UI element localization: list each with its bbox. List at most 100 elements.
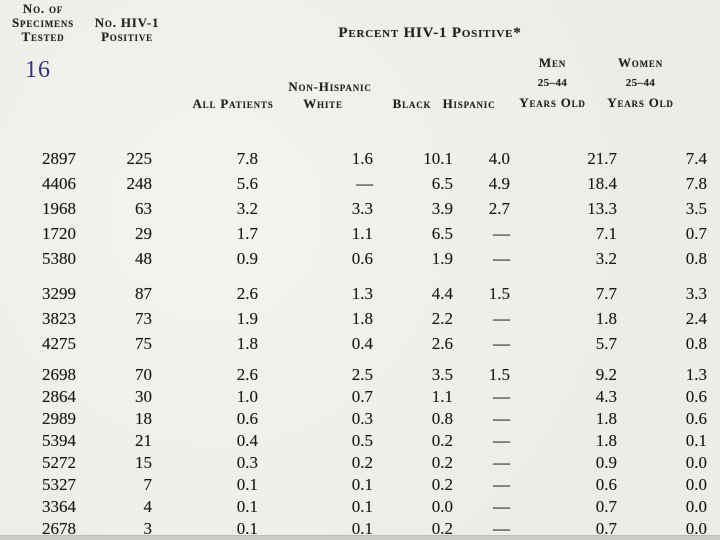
table-cell: 0.4 xyxy=(351,333,373,353)
table-cell: 18 xyxy=(135,409,152,428)
table-cell: 4275 xyxy=(42,333,76,353)
table-cell: 0.0 xyxy=(685,497,707,516)
table-cell: 1.3 xyxy=(685,365,707,384)
header-white: White xyxy=(303,96,343,111)
table-cell: 1.9 xyxy=(236,308,258,328)
table-row: 1720 29 1.7 1.1 6.5 — 7.1 0.7 xyxy=(0,221,707,246)
table-row: 2897 225 7.8 1.6 10.1 4.0 21.7 7.4 xyxy=(0,146,707,171)
table-cell: 5327 xyxy=(42,475,76,494)
table-cell: 1.5 xyxy=(488,365,510,384)
table-cell: 3.5 xyxy=(685,198,707,218)
table-row: 5380 48 0.9 0.6 1.9 — 3.2 0.8 xyxy=(0,246,707,271)
table-cell: 2.6 xyxy=(236,283,258,303)
table-cell: 1.8 xyxy=(236,333,258,353)
table-cell: 7.1 xyxy=(595,223,617,243)
table-cell: 63 xyxy=(135,198,152,218)
table-cell: 0.9 xyxy=(595,453,617,472)
data-table-group-1: 2897 225 7.8 1.6 10.1 4.0 21.7 7.4 4406 248 5.6 — 6.… xyxy=(0,146,707,271)
table-cell: — xyxy=(493,431,510,450)
table-cell: 6.5 xyxy=(431,173,453,193)
table-cell: 0.2 xyxy=(431,453,453,472)
table-cell: 0.7 xyxy=(595,497,617,516)
header-line: Positive xyxy=(101,29,153,44)
table-row: 2678 3 0.1 0.1 0.2 — 0.7 0.0 xyxy=(0,518,707,540)
table-cell: 18.4 xyxy=(587,173,617,193)
header-hispanic: Hispanic xyxy=(442,96,496,111)
table-cell: 1.5 xyxy=(488,283,510,303)
table-cell: 1.7 xyxy=(236,223,258,243)
table-cell: 7.8 xyxy=(685,173,707,193)
table-cell: 3823 xyxy=(42,308,76,328)
table-cell: 1968 xyxy=(42,198,76,218)
table-cell: 29 xyxy=(135,223,152,243)
table-cell: — xyxy=(493,453,510,472)
table-cell: 1720 xyxy=(42,223,76,243)
table-cell: 2.6 xyxy=(236,365,258,384)
table-cell: 0.0 xyxy=(685,519,707,538)
slide-number: 16 xyxy=(25,57,51,83)
table-row: 2864 30 1.0 0.7 1.1 — 4.3 0.6 xyxy=(0,386,707,408)
table-cell: 2.6 xyxy=(431,333,453,353)
table-cell: 3.2 xyxy=(595,248,617,268)
table-cell: 0.8 xyxy=(431,409,453,428)
table-cell: 0.0 xyxy=(685,453,707,472)
header-men-years-old: Years Old xyxy=(519,95,586,110)
table-cell: — xyxy=(493,519,510,538)
table-cell: 3364 xyxy=(42,497,76,516)
table-cell: 3.2 xyxy=(236,198,258,218)
table-cell: — xyxy=(493,409,510,428)
header-women: Women xyxy=(618,55,663,70)
table-cell: 2.7 xyxy=(488,198,510,218)
header-black: Black xyxy=(392,96,432,111)
table-cell: 2.2 xyxy=(431,308,453,328)
table-row: 1968 63 3.2 3.3 3.9 2.7 13.3 3.5 xyxy=(0,196,707,221)
table-cell: — xyxy=(493,308,510,328)
table-cell: 4.3 xyxy=(595,387,617,406)
table-cell: — xyxy=(493,223,510,243)
table-cell: 248 xyxy=(126,173,153,193)
table-cell: 9.2 xyxy=(595,365,617,384)
table-cell: 0.4 xyxy=(236,431,258,450)
table-cell: 5394 xyxy=(42,431,76,450)
header-non-hispanic: Non-Hispanic xyxy=(288,79,372,94)
table-cell: 3299 xyxy=(42,283,76,303)
header-women-years-old: Years Old xyxy=(607,95,674,110)
table-cell: — xyxy=(493,248,510,268)
table-cell: — xyxy=(493,387,510,406)
table-cell: 2897 xyxy=(42,148,76,168)
table-cell: 2.5 xyxy=(351,365,373,384)
table-cell: 2.4 xyxy=(685,308,707,328)
table-cell: 5.6 xyxy=(236,173,258,193)
table-cell: 0.8 xyxy=(685,248,707,268)
table-cell: 2864 xyxy=(42,387,76,406)
table-row: 3823 73 1.9 1.8 2.2 — 1.8 2.4 xyxy=(0,306,707,331)
header-women-age: 25–44 xyxy=(625,77,656,89)
table-row: 2698 70 2.6 2.5 3.5 1.5 9.2 1.3 xyxy=(0,364,707,386)
table-cell: 1.8 xyxy=(595,409,617,428)
table-cell: — xyxy=(356,173,373,193)
table-cell: — xyxy=(493,333,510,353)
table-cell: 0.1 xyxy=(351,475,373,494)
table-cell: 21 xyxy=(135,431,152,450)
table-cell: 2989 xyxy=(42,409,76,428)
table-cell: 0.2 xyxy=(431,431,453,450)
table-cell: 0.6 xyxy=(351,248,373,268)
table-cell: 7 xyxy=(143,475,153,494)
table-cell: 4 xyxy=(143,497,153,516)
table-cell: 48 xyxy=(135,248,152,268)
header-line: No. of xyxy=(22,1,64,16)
table-cell: 0.1 xyxy=(236,519,258,538)
table-cell: — xyxy=(493,475,510,494)
data-table-group-2: 3299 87 2.6 1.3 4.4 1.5 7.7 3.3 3823 73 1.9 1.8 2.2 —… xyxy=(0,281,707,356)
table-cell: 21.7 xyxy=(587,148,617,168)
table-cell: 7.4 xyxy=(685,148,707,168)
table-cell: 3 xyxy=(143,519,153,538)
table-cell: 3.5 xyxy=(431,365,453,384)
table-cell: 1.1 xyxy=(351,223,373,243)
table-cell: 4.9 xyxy=(488,173,510,193)
table-cell: 3.3 xyxy=(351,198,373,218)
table-cell: 4406 xyxy=(42,173,76,193)
header-line: Specimens xyxy=(12,15,74,30)
table-cell: 0.0 xyxy=(431,497,453,516)
table-cell: 5272 xyxy=(42,453,76,472)
